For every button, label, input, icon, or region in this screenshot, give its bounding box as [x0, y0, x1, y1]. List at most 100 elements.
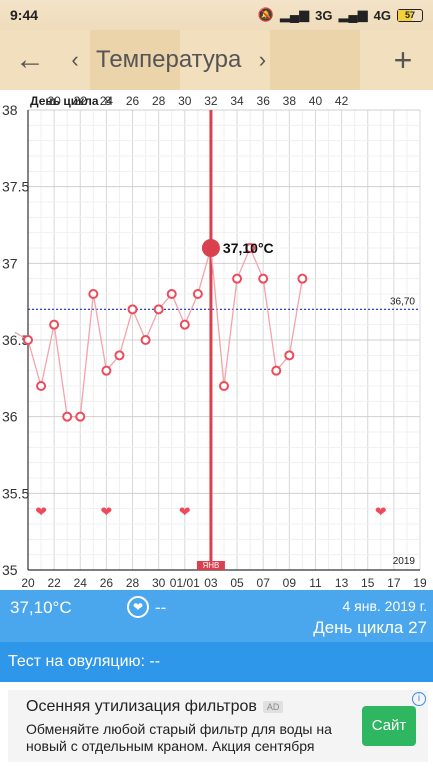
top-tick-label: 34: [230, 94, 244, 108]
data-point: [271, 365, 282, 376]
ad-banner[interactable]: Осенняя утилизация фильтров AD Обменяйте …: [8, 690, 428, 762]
data-point: [23, 335, 33, 345]
data-point: [166, 289, 177, 299]
month-marker-label: ЯНВ: [202, 561, 219, 570]
data-point: [245, 243, 256, 253]
chart-svg[interactable]: 38 37.5 37 36.5 36 35.5 35 День цикла 8 20 22 24 26 2…: [0, 90, 433, 590]
cycle-day: День цикла 27: [313, 618, 427, 637]
top-tick-label: 22: [74, 94, 88, 108]
top-tick-label: 26: [126, 94, 140, 108]
silent-icon: 🔕: [257, 7, 274, 22]
heart-marker: ❤: [101, 504, 113, 520]
month-marker-bg: [196, 561, 225, 570]
bottom-tick-label: 15: [361, 576, 375, 590]
selected-date: 4 янв. 2019 г.: [342, 598, 427, 614]
ovulation-test[interactable]: Тест на овуляцию: --: [0, 642, 433, 682]
top-tick-label: 42: [335, 94, 349, 108]
battery-icon: 57: [397, 8, 423, 22]
y-tick-label: 38: [2, 102, 18, 118]
status-icons: 🔕 ▂▄▆ 3G ▂▄▆ 4G 57: [258, 7, 423, 23]
data-point: [75, 411, 86, 422]
heart-marker: ❤: [179, 504, 191, 520]
chevron-right-icon[interactable]: ›: [258, 47, 267, 72]
bottom-tick-label: 19: [413, 576, 427, 590]
page-title: Температура: [96, 46, 242, 73]
top-tick-label: 38: [283, 94, 297, 108]
data-point: [114, 350, 125, 361]
bottom-tick-label: 09: [283, 576, 297, 590]
data-point: [101, 365, 112, 376]
y-tick-label: 35.5: [2, 485, 29, 501]
top-tick-label: 36: [257, 94, 271, 108]
battery-level: 57: [404, 9, 415, 20]
bottom-tick-label: 07: [257, 576, 271, 590]
data-point: [49, 319, 60, 330]
y-tick-label: 37.5: [2, 179, 29, 195]
data-point: [192, 289, 203, 299]
bottom-tick-label: 17: [387, 576, 401, 590]
heart-icon[interactable]: ❤: [127, 596, 149, 618]
ad-text: Обменяйте любой старый фильтр для воды н…: [26, 721, 332, 754]
signal-icon: ▂▄▆: [279, 7, 310, 22]
data-point: [232, 273, 243, 284]
bottom-tick-label: 20: [21, 576, 35, 590]
network-4g: 4G: [373, 7, 391, 23]
info-icon[interactable]: i: [412, 692, 426, 706]
selected-temperature: 37,10°C: [10, 598, 72, 617]
bottom-tick-label: 05: [230, 576, 244, 590]
selected-data-point: [201, 239, 220, 257]
year-label: 2019: [393, 556, 416, 567]
ad-cta-button[interactable]: Сайт: [362, 706, 416, 746]
selected-day-info[interactable]: 37,10°C ❤ -- 4 янв. 2019 г. День цикла 2…: [0, 590, 433, 642]
coverline-label: 36,70: [390, 296, 415, 307]
temperature-chart[interactable]: 38 37.5 37 36.5 36 35.5 35 День цикла 8 20 22 24 26 2…: [0, 90, 433, 590]
cycle-day-label: День цикла: [30, 94, 99, 108]
top-tick-label: 28: [152, 94, 166, 108]
bottom-tick-label: 22: [47, 576, 61, 590]
sex-value: --: [155, 598, 167, 617]
data-point: [127, 304, 138, 315]
y-tick-label: 36: [2, 409, 18, 425]
heart-marker: ❤: [375, 504, 387, 520]
data-point: [258, 273, 269, 284]
data-point: [284, 350, 295, 361]
status-time: 9:44: [10, 7, 39, 23]
y-tick-label: 37: [2, 255, 18, 271]
arrow-left-icon[interactable]: ←: [15, 43, 45, 76]
bottom-tick-label: 11: [309, 576, 322, 590]
battery-fill: [398, 9, 412, 21]
plus-icon[interactable]: +: [393, 41, 413, 78]
ad-title: Осенняя утилизация фильтров AD: [26, 698, 284, 716]
bottom-tick-label: 26: [100, 576, 114, 590]
selected-value-label: 37,10°C: [223, 240, 274, 256]
signal-icon-2: ▂▄▆: [338, 7, 368, 22]
data-point: [36, 381, 47, 391]
bottom-tick-label: 24: [74, 576, 88, 590]
bottom-tick-label: 01/01: [170, 576, 200, 590]
top-tick-label: 40: [309, 94, 323, 108]
top-tick-label: 8: [105, 94, 112, 108]
network-3g: 3G: [315, 7, 333, 23]
top-tick-label: 32: [204, 94, 218, 108]
y-tick-label: 36.5: [2, 332, 29, 348]
ad-title-text: Осенняя утилизация фильтров: [26, 698, 257, 715]
bottom-tick-label: 13: [335, 576, 349, 590]
y-tick-label: 35: [2, 562, 18, 578]
top-tick-label: 20: [47, 94, 61, 108]
chevron-left-icon[interactable]: ‹: [71, 47, 79, 72]
heart-marker: ❤: [35, 504, 47, 520]
data-point: [153, 304, 164, 315]
data-point: [179, 319, 190, 330]
bottom-tick-label: 28: [126, 576, 140, 590]
data-point: [219, 381, 229, 391]
data-point: [88, 289, 99, 299]
top-tick-label: 30: [178, 94, 192, 108]
status-bar: 9:44 🔕 ▂▄▆ 3G ▂▄▆ 4G 57: [0, 0, 433, 30]
data-point: [297, 273, 308, 284]
data-point: [140, 335, 151, 345]
bottom-tick-label: 03: [204, 576, 218, 590]
bottom-tick-label: 30: [152, 576, 166, 590]
app-bar: ← ‹ Температура › +: [0, 30, 433, 90]
top-tick-label: 24: [100, 94, 114, 108]
ad-badge: AD: [262, 700, 284, 713]
